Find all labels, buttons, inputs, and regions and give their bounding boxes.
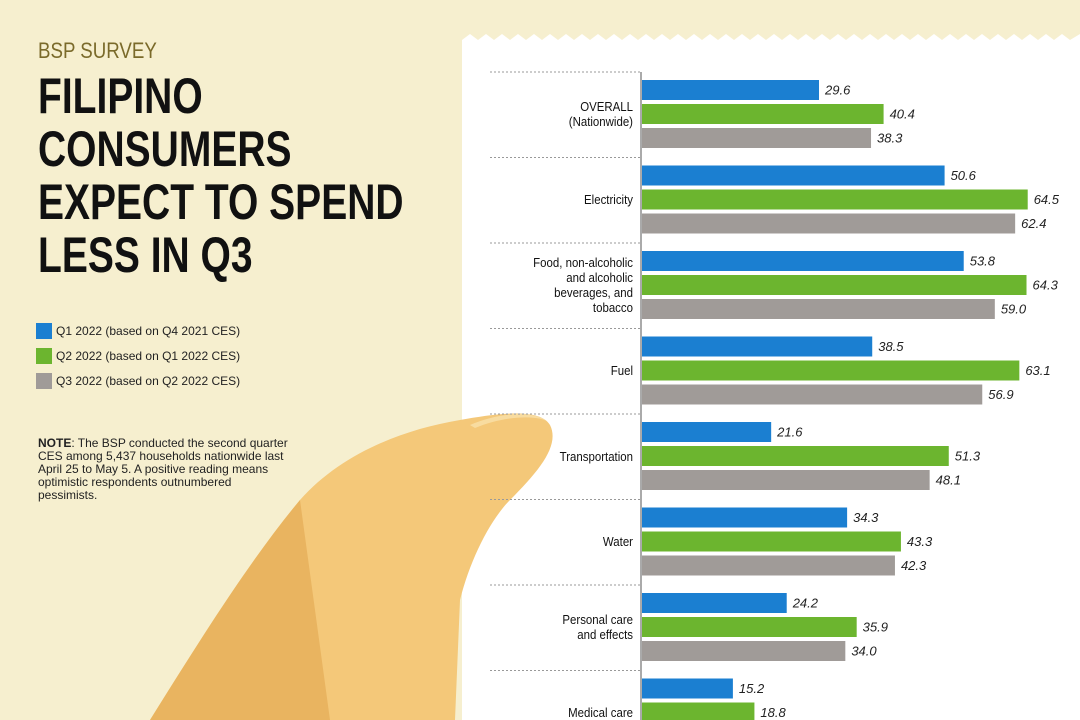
bar <box>642 189 1028 210</box>
bar <box>642 384 983 405</box>
value-label: 21.6 <box>776 424 803 439</box>
category-label: Food, non-alcoholic and alcoholic bevera… <box>533 254 633 315</box>
note-label: NOTE <box>38 436 72 450</box>
legend-label: Q2 2022 (based on Q1 2022 CES) <box>56 349 241 363</box>
value-label: 64.3 <box>1033 277 1059 292</box>
bar <box>642 531 901 552</box>
hand-shadow <box>150 500 330 720</box>
value-label: 34.0 <box>851 643 877 658</box>
category-label: OVERALL (Nationwide) <box>568 98 633 129</box>
value-label: 15.2 <box>739 681 765 696</box>
category-label: Water <box>602 534 633 550</box>
note-text: : The BSP conducted the second quarter C… <box>38 436 288 502</box>
bar <box>642 422 772 442</box>
value-label: 38.3 <box>877 130 903 145</box>
legend-label: Q1 2022 (based on Q4 2021 CES) <box>56 324 241 338</box>
bar <box>642 507 848 528</box>
legend-swatch <box>36 323 52 339</box>
value-label: 48.1 <box>936 472 961 487</box>
legend-label: Q3 2022 (based on Q2 2022 CES) <box>56 374 241 388</box>
bar <box>642 555 895 576</box>
kicker: BSP SURVEY <box>38 38 157 63</box>
bar <box>642 104 884 124</box>
value-label: 29.6 <box>824 82 851 97</box>
bar <box>642 336 873 357</box>
nail <box>470 414 548 428</box>
value-label: 43.3 <box>907 534 933 549</box>
value-label: 50.6 <box>951 168 977 183</box>
bar <box>642 360 1020 381</box>
bar <box>642 702 755 720</box>
bar <box>642 617 857 637</box>
value-label: 42.3 <box>901 558 927 573</box>
value-label: 24.2 <box>792 595 819 610</box>
category-label: Fuel <box>610 363 633 379</box>
bar <box>642 80 820 100</box>
value-label: 59.0 <box>1001 301 1027 316</box>
bar <box>642 213 1016 234</box>
category-label: Electricity <box>584 192 633 208</box>
value-label: 34.3 <box>853 510 879 525</box>
bar <box>642 678 733 699</box>
bar <box>642 275 1027 295</box>
bar <box>642 470 930 490</box>
value-label: 51.3 <box>955 448 981 463</box>
bar <box>642 299 995 319</box>
category-label: Personal care and effects <box>562 611 633 642</box>
legend-swatch <box>36 348 52 364</box>
bar <box>642 593 787 613</box>
legend-item: Q3 2022 (based on Q2 2022 CES) <box>36 373 240 389</box>
value-label: 18.8 <box>760 705 786 720</box>
legend-item: Q1 2022 (based on Q4 2021 CES) <box>36 323 240 339</box>
value-label: 63.1 <box>1025 363 1050 378</box>
value-label: 64.5 <box>1034 192 1060 207</box>
value-label: 56.9 <box>988 387 1013 402</box>
bar <box>642 251 964 271</box>
bar <box>642 641 846 661</box>
category-label: Medical care <box>568 705 633 720</box>
value-label: 38.5 <box>878 339 904 354</box>
bar <box>642 128 872 148</box>
category-label: Transportation <box>559 448 633 464</box>
legend-swatch <box>36 373 52 389</box>
value-label: 35.9 <box>863 619 888 634</box>
value-label: 40.4 <box>890 106 915 121</box>
bar <box>642 165 945 186</box>
note: NOTE: The BSP conducted the second quart… <box>38 437 293 502</box>
value-label: 62.4 <box>1021 216 1046 231</box>
legend-item: Q2 2022 (based on Q1 2022 CES) <box>36 348 240 364</box>
title: FILIPINO CONSUMERS EXPECT TO SPEND LESS … <box>38 68 404 283</box>
value-label: 53.8 <box>970 253 996 268</box>
bar <box>642 446 949 466</box>
